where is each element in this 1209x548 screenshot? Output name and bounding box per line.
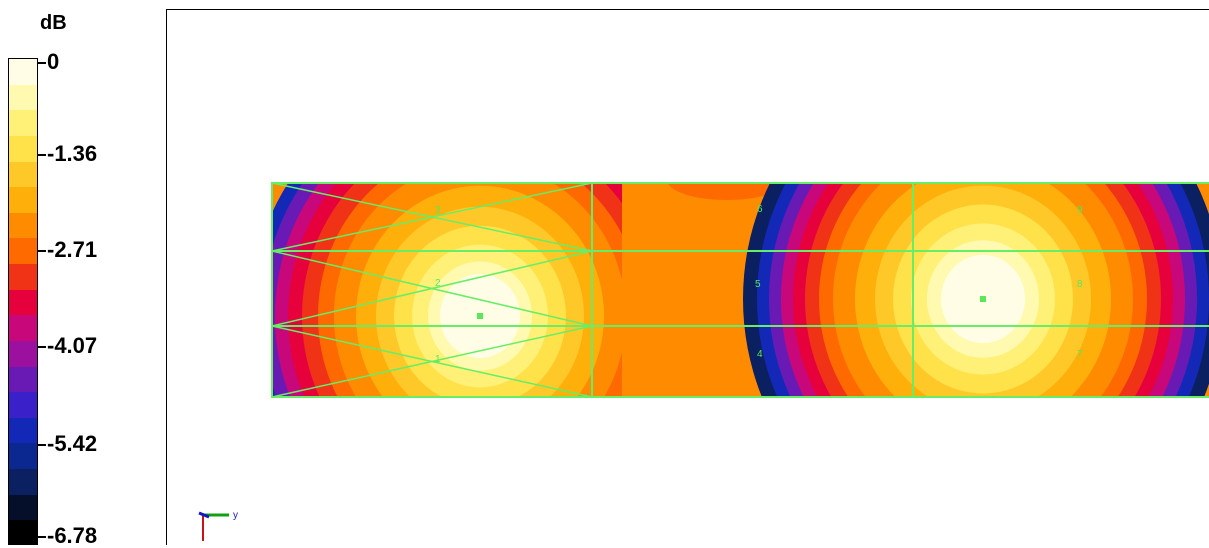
mesh-line — [271, 182, 593, 252]
contour-band — [667, 183, 787, 200]
legend-swatch — [9, 366, 37, 393]
axis-triad-icon: y — [198, 510, 238, 541]
legend-tick-label: -1.36 — [47, 141, 98, 166]
color-legend: dB 0 -1.36 -2.71 -4.07 -5.42 -6.78 — [0, 0, 160, 548]
legend-swatch — [9, 59, 37, 85]
legend-swatch — [9, 494, 37, 521]
legend-swatch — [9, 289, 37, 316]
legend-unit-label: dB — [40, 12, 67, 34]
legend-tick-mark — [38, 250, 46, 252]
legend-swatch — [9, 340, 37, 367]
legend-swatch — [9, 110, 37, 136]
element-label: 8 — [1077, 279, 1083, 290]
mesh-line — [271, 250, 593, 327]
mesh-line — [271, 325, 593, 398]
legend-swatch — [9, 392, 37, 418]
legend-tick-mark — [38, 444, 46, 446]
legend-swatch — [9, 315, 37, 341]
legend-swatch — [9, 135, 37, 162]
node-marker — [980, 296, 986, 302]
legend-swatch — [9, 264, 37, 290]
element-label: 3 — [435, 205, 441, 216]
element-label: 7 — [1077, 349, 1083, 360]
legend-swatch — [9, 187, 37, 213]
legend-tick-mark — [38, 154, 46, 156]
legend-tick-mark — [38, 346, 46, 348]
legend-swatch — [9, 443, 37, 469]
contour-plot: 1 2 3 4 5 6 7 8 9 — [271, 182, 1209, 398]
legend-tick-label: -2.71 — [47, 237, 98, 262]
legend-swatch — [9, 161, 37, 188]
legend-swatch — [9, 469, 37, 495]
element-label: 4 — [757, 349, 763, 360]
element-label: 5 — [755, 279, 761, 290]
plot-viewport[interactable]: 1 2 3 4 5 6 7 8 9 — [166, 9, 1209, 545]
legend-tick-mark — [38, 536, 46, 538]
node-marker — [477, 313, 483, 319]
legend-swatch — [9, 520, 37, 544]
legend-tick-label: -5.42 — [47, 431, 98, 456]
legend-tick-label: -4.07 — [47, 333, 98, 358]
legend-swatch — [9, 417, 37, 444]
element-label: 9 — [1077, 205, 1083, 216]
element-label: 1 — [435, 354, 441, 365]
mesh-outline — [271, 182, 1209, 398]
legend-swatch — [9, 238, 37, 264]
legend-tick-label: -6.78 — [47, 523, 98, 548]
axis-y-label: y — [233, 510, 238, 521]
legend-tick-label: 0 — [47, 49, 60, 74]
legend-tick-mark — [38, 62, 46, 64]
element-label: 6 — [757, 204, 763, 215]
element-label: 2 — [435, 278, 441, 289]
legend-swatch — [9, 212, 37, 239]
legend-swatch — [9, 84, 37, 111]
legend-color-bar — [8, 58, 38, 545]
